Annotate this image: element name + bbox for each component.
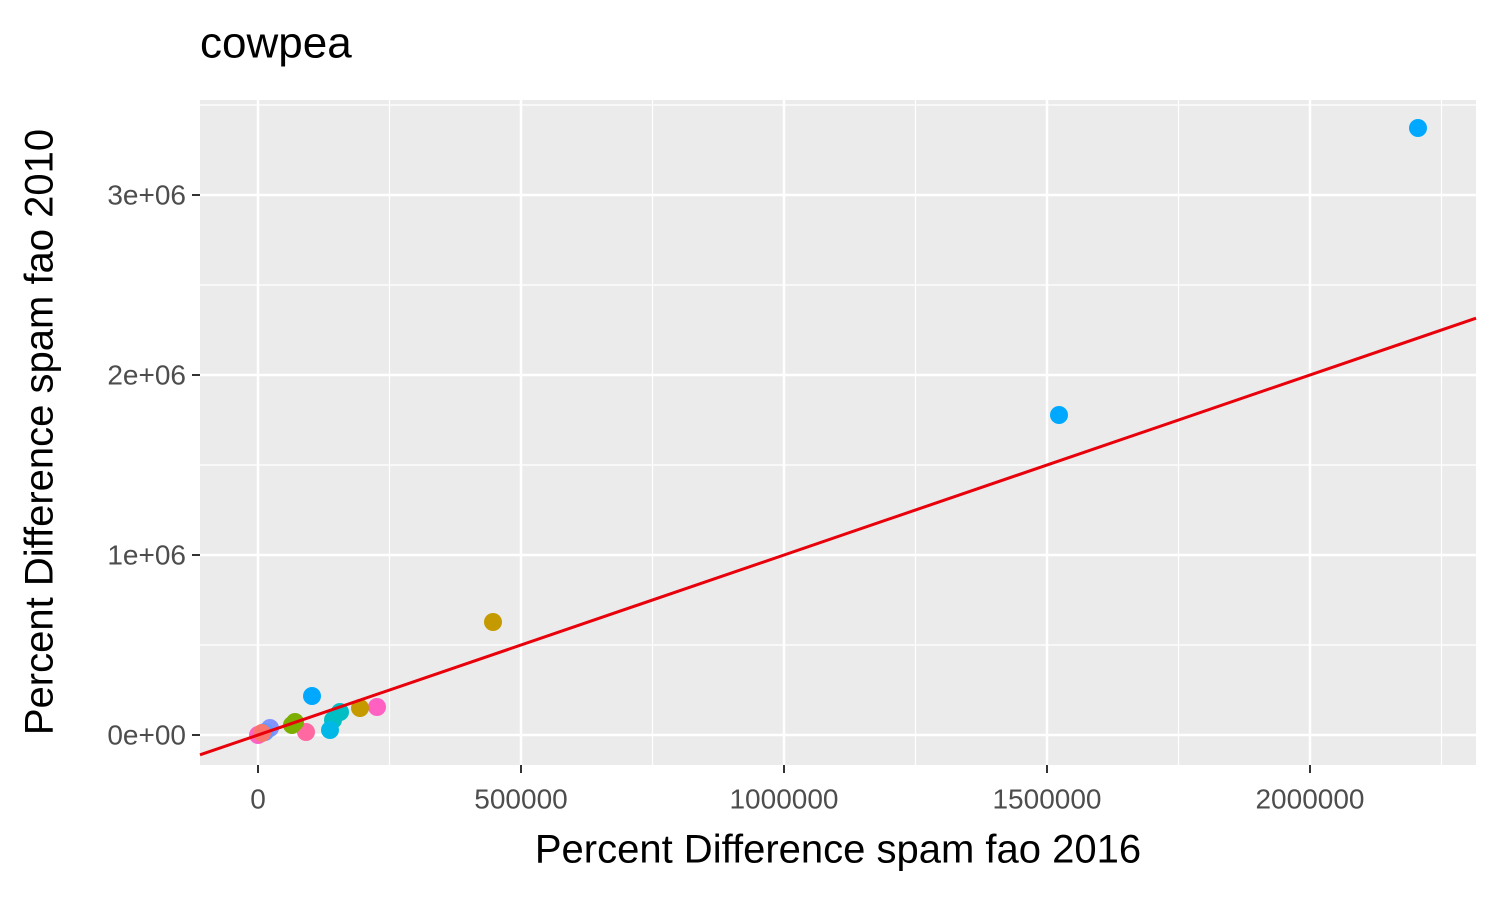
x-tick-label: 1500000 [992,783,1101,814]
panel [200,100,1476,765]
reference-line [199,316,1477,757]
x-tick-label: 2000000 [1255,783,1364,814]
x-tick-label: 500000 [474,783,567,814]
point [368,697,387,716]
point [320,720,339,739]
chart-title: cowpea [200,19,352,68]
y-tick-label: 2e+06 [107,359,186,390]
point [1409,119,1428,138]
y-tick-label: 1e+06 [107,539,186,570]
y-tick-label: 3e+06 [107,179,186,210]
point [483,612,502,631]
y-axis-title: Percent Difference spam fao 2010 [18,129,62,735]
x-tick-label: 0 [250,783,266,814]
x-tick-label: 1000000 [729,783,838,814]
point [350,698,369,717]
point [1050,405,1069,424]
x-axis-title: Percent Difference spam fao 2016 [535,828,1141,872]
point [303,686,322,705]
y-tick-label: 0e+00 [107,719,186,750]
